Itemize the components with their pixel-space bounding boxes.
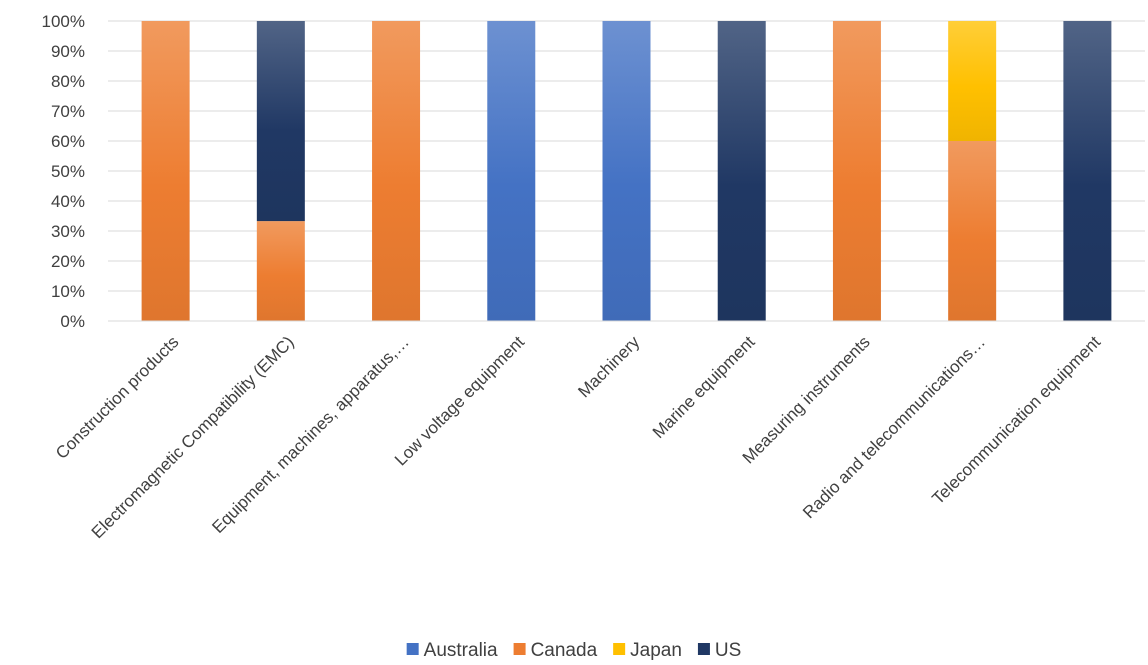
legend-label: US [715, 640, 741, 661]
bar-stack-low-voltage-equipment [487, 21, 536, 321]
x-tick-label: Electromagnetic Compatibility (EMC) [88, 332, 298, 542]
x-tick-label: Machinery [574, 332, 643, 401]
y-tick-label: 80% [51, 72, 85, 91]
y-tick-label: 40% [51, 192, 85, 211]
bar-segment-canada [256, 221, 305, 321]
bar-segment-canada [948, 141, 997, 321]
bar-stack-electromagnetic-compatibility-emc [256, 21, 305, 321]
y-axis-ticks: 0% 10% 20% 30% 40% 50% 60% 70% 80% 90% 100% [42, 12, 85, 331]
y-tick-label: 90% [51, 42, 85, 61]
bar-stack-marine-equipment [717, 21, 766, 321]
legend-swatch [613, 643, 626, 655]
bar-stack-radio-and-telecommunications [948, 21, 997, 321]
bar-stack-telecommunication-equipment [1063, 21, 1112, 321]
bar-segment-canada [832, 21, 881, 321]
x-tick-label: Marine equipment [649, 332, 759, 442]
bar-segment-canada [141, 21, 190, 321]
legend-item-australia: Australia [406, 640, 498, 661]
y-tick-label: 10% [51, 282, 85, 301]
y-tick-label: 100% [42, 12, 85, 31]
legend-label: Canada [531, 640, 598, 661]
x-tick-label: Low voltage equipment [391, 332, 528, 469]
legend-label: Australia [424, 640, 498, 661]
bar-segment-australia [602, 21, 651, 321]
legend-item-japan: Japan [613, 640, 682, 661]
y-tick-label: 0% [60, 312, 85, 331]
bar-segment-canada [372, 21, 421, 321]
legend-item-canada: Canada [513, 640, 598, 661]
bar-segment-australia [487, 21, 536, 321]
bar-stack-machinery [602, 21, 651, 321]
legend-label: Japan [630, 640, 682, 661]
bar-segment-us [717, 21, 766, 321]
x-tick-label: Construction products [52, 332, 182, 462]
bar-segment-japan [948, 21, 997, 141]
legend: Australia Canada Japan US [406, 640, 741, 661]
legend-swatch [513, 643, 526, 655]
bar-segment-us [256, 21, 305, 222]
legend-swatch [697, 643, 710, 655]
y-tick-label: 60% [51, 132, 85, 151]
x-tick-label: Radio and telecommunications… [799, 332, 989, 522]
bar-stack-equipment-machines-apparatus [372, 21, 421, 321]
bars [141, 21, 1112, 321]
bar-stack-construction-products [141, 21, 190, 321]
legend-item-us: US [697, 640, 741, 661]
y-tick-label: 50% [51, 162, 85, 181]
legend-swatch [406, 643, 419, 655]
x-tick-label: Equipment, machines, apparatus,… [208, 332, 413, 537]
bar-stack-measuring-instruments [832, 21, 881, 321]
y-tick-label: 30% [51, 222, 85, 241]
bar-segment-us [1063, 21, 1112, 321]
x-tick-label: Measuring instruments [739, 332, 874, 467]
y-tick-label: 70% [51, 102, 85, 121]
y-tick-label: 20% [51, 252, 85, 271]
